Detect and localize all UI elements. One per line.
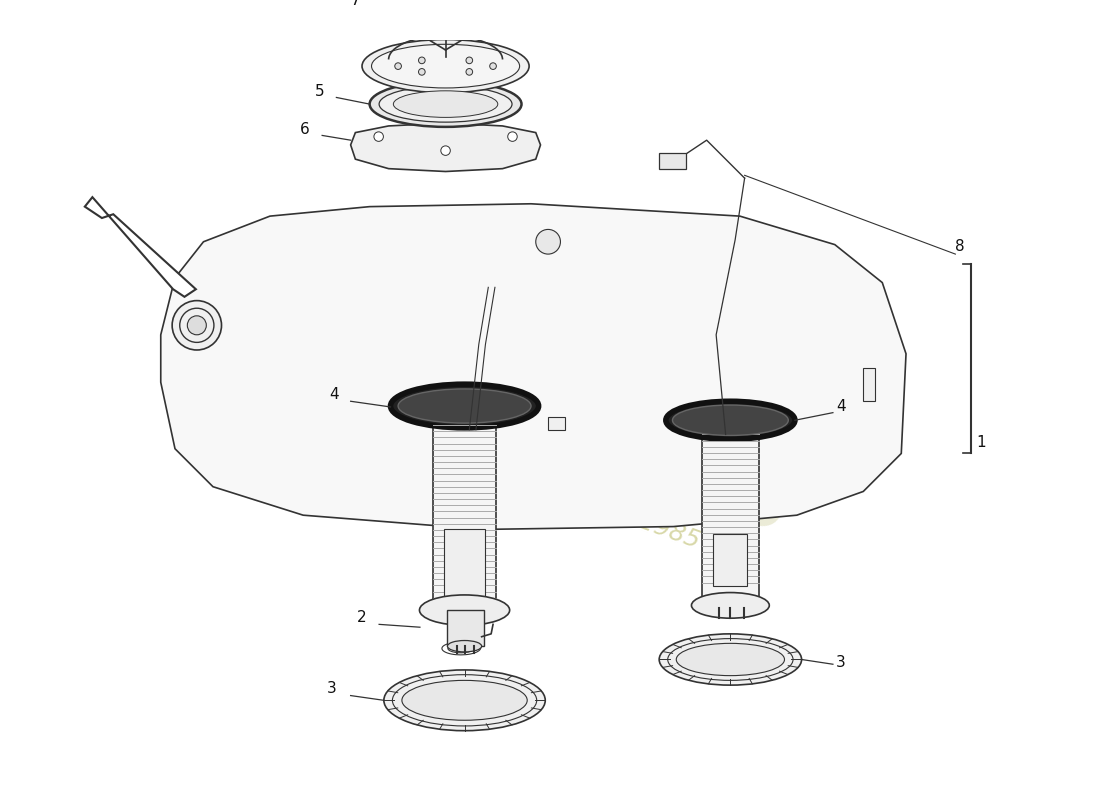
Polygon shape xyxy=(85,197,196,297)
Bar xyxy=(443,530,485,596)
Ellipse shape xyxy=(379,86,512,122)
Circle shape xyxy=(441,146,450,155)
Text: 5: 5 xyxy=(315,83,324,98)
Circle shape xyxy=(187,316,207,335)
Ellipse shape xyxy=(448,641,482,652)
Ellipse shape xyxy=(370,82,521,127)
Ellipse shape xyxy=(362,39,529,93)
Text: 7: 7 xyxy=(351,0,361,8)
Polygon shape xyxy=(351,123,540,171)
Ellipse shape xyxy=(672,405,789,435)
Polygon shape xyxy=(161,204,906,530)
Text: 3: 3 xyxy=(836,655,846,670)
Circle shape xyxy=(418,69,426,75)
Circle shape xyxy=(508,132,517,142)
Ellipse shape xyxy=(692,593,769,618)
Text: 4: 4 xyxy=(329,387,339,402)
Ellipse shape xyxy=(659,634,802,685)
Bar xyxy=(864,368,874,402)
Circle shape xyxy=(466,57,473,64)
Text: 1: 1 xyxy=(977,435,986,450)
Circle shape xyxy=(536,230,560,254)
Ellipse shape xyxy=(402,680,527,720)
Circle shape xyxy=(459,2,466,9)
Ellipse shape xyxy=(394,91,498,118)
Ellipse shape xyxy=(390,384,539,428)
Text: 6: 6 xyxy=(300,122,310,137)
Text: europarts: europarts xyxy=(398,301,796,502)
Circle shape xyxy=(418,57,426,64)
Ellipse shape xyxy=(676,643,784,676)
Circle shape xyxy=(490,63,496,70)
Bar xyxy=(659,154,685,169)
Ellipse shape xyxy=(666,402,795,439)
Text: a passion for parts since 1985: a passion for parts since 1985 xyxy=(340,402,703,553)
Ellipse shape xyxy=(384,670,546,730)
Circle shape xyxy=(172,301,221,350)
Circle shape xyxy=(466,69,473,75)
Ellipse shape xyxy=(398,389,531,423)
Text: 4: 4 xyxy=(836,398,846,414)
Circle shape xyxy=(395,63,402,70)
Text: 8: 8 xyxy=(956,239,965,254)
Bar xyxy=(548,418,565,430)
Ellipse shape xyxy=(372,44,519,88)
Bar xyxy=(702,420,759,606)
Bar xyxy=(713,534,748,586)
Ellipse shape xyxy=(419,595,509,626)
Circle shape xyxy=(374,132,384,142)
Text: 2: 2 xyxy=(358,610,367,626)
Text: 3: 3 xyxy=(327,681,337,696)
Bar xyxy=(681,418,698,430)
Bar xyxy=(433,406,496,610)
Text: 1985: 1985 xyxy=(607,427,796,546)
Bar xyxy=(448,610,484,646)
